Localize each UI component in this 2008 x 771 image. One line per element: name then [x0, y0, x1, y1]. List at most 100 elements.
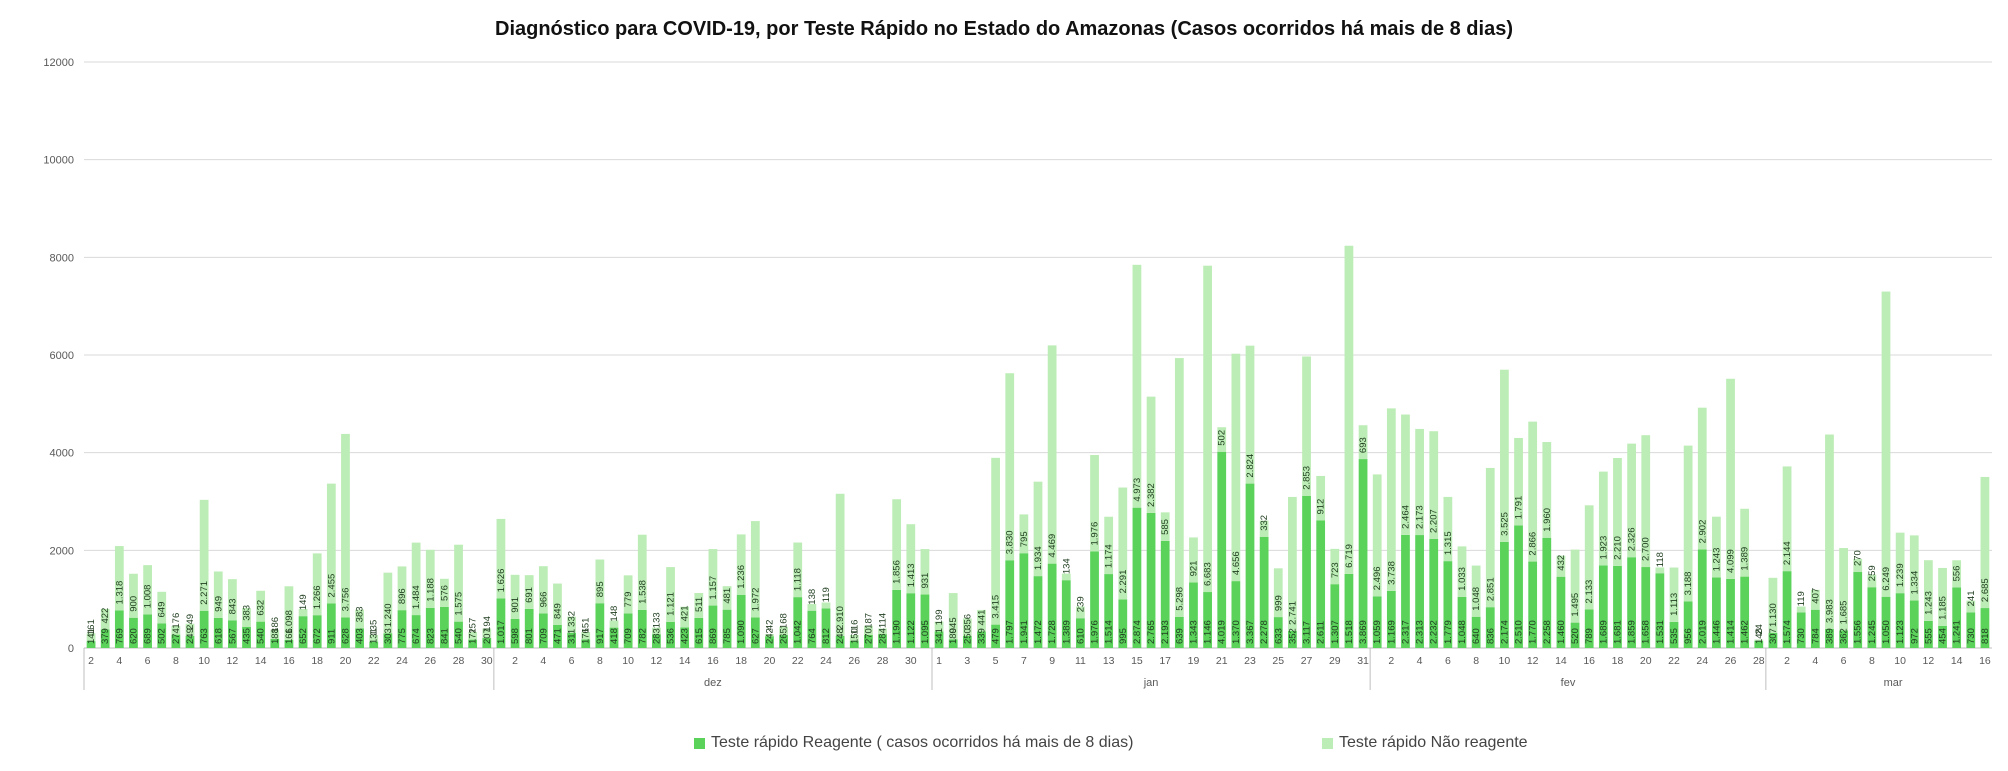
bar-reagente — [1203, 592, 1212, 648]
data-label-reagente: 502 — [157, 628, 168, 644]
bar-reagente — [708, 605, 718, 648]
data-label-reagente: 598 — [510, 628, 521, 644]
data-label-nao-reagente: 249 — [185, 614, 196, 630]
data-label-reagente: 1.518 — [1344, 620, 1355, 644]
bar-reagente — [962, 635, 972, 648]
data-label-nao-reagente: 2.173 — [1415, 505, 1426, 529]
bar-reagente — [86, 641, 96, 648]
data-label-reagente: 520 — [1570, 628, 1581, 644]
bar-reagente — [1768, 633, 1778, 648]
data-label-reagente: 250 — [962, 628, 973, 644]
bar-nao-reagente — [1556, 555, 1566, 577]
x-tick-label: 31 — [1357, 655, 1369, 667]
bar-reagente — [1754, 640, 1764, 648]
data-label-nao-reagente: 585 — [1160, 519, 1171, 535]
data-label-nao-reagente: 1.185 — [1938, 596, 1949, 620]
data-label-reagente: 423 — [680, 628, 691, 644]
data-label-reagente: 454 — [1938, 628, 1949, 644]
bar-nao-reagente — [199, 499, 209, 611]
x-tick-label: 4 — [1417, 655, 1423, 667]
bar-reagente — [1881, 596, 1891, 648]
bar-nao-reagente — [906, 524, 916, 594]
data-label-reagente: 1.770 — [1528, 620, 1539, 644]
data-label-reagente: 435 — [242, 628, 253, 644]
data-label-reagente: 1.976 — [1090, 620, 1101, 644]
bar-reagente — [595, 603, 605, 648]
bar-reagente — [1712, 577, 1721, 648]
bar-reagente — [326, 603, 336, 648]
data-label-reagente: 311 — [567, 629, 578, 644]
bar-reagente — [1556, 576, 1566, 648]
bar-nao-reagente — [1938, 567, 1947, 626]
data-label-nao-reagente: 199 — [934, 609, 945, 625]
data-label-reagente: 652 — [298, 628, 309, 644]
bar-nao-reagente — [1471, 565, 1481, 617]
data-label-nao-reagente: 270 — [1853, 550, 1864, 566]
bar-nao-reagente — [1768, 577, 1778, 634]
y-tick-label: 10000 — [43, 155, 74, 167]
bar-nao-reagente — [765, 634, 774, 637]
x-tick-label: 8 — [1473, 655, 1479, 667]
bar-reagente — [1909, 600, 1919, 648]
data-label-reagente: 769 — [114, 628, 125, 644]
bar-nao-reagente — [100, 608, 110, 630]
bar-reagente — [1514, 525, 1523, 648]
bar-reagente — [496, 598, 506, 648]
data-label-reagente: 150 — [849, 628, 860, 644]
data-label-nao-reagente: 1.315 — [1443, 531, 1454, 555]
data-label-reagente: 1.389 — [1061, 620, 1072, 644]
data-label-nao-reagente: 2.496 — [1372, 567, 1383, 591]
bar-nao-reagente — [341, 433, 350, 618]
data-label-reagente: 823 — [425, 628, 436, 644]
bar-nao-reagente — [1047, 345, 1057, 564]
bar-reagente — [779, 635, 788, 648]
data-label-reagente: 3.117 — [1302, 621, 1313, 644]
data-label-nao-reagente: 1.626 — [496, 569, 507, 593]
bar-reagente — [1259, 536, 1269, 648]
bar-reagente — [736, 594, 746, 648]
bar-nao-reagente — [454, 544, 463, 622]
data-label-reagente: 172 — [468, 628, 479, 644]
bar-nao-reagente — [1584, 505, 1594, 610]
bar-nao-reagente — [157, 591, 167, 624]
x-tick-label: 4 — [116, 655, 122, 667]
bar-nao-reagente — [1980, 476, 1990, 609]
bar-reagente — [977, 631, 986, 648]
month-label: fev — [1561, 677, 1576, 689]
bar-nao-reagente — [694, 593, 704, 618]
bar-reagente — [934, 631, 944, 648]
bar-reagente — [1189, 582, 1198, 648]
chart-title: Diagnóstico para COVID-19, por Teste Ráp… — [495, 18, 1513, 40]
data-label-reagente: 1.797 — [1005, 620, 1016, 644]
bar-nao-reagente — [468, 631, 478, 640]
data-label-reagente: 1.414 — [1726, 620, 1737, 644]
bar-reagente — [637, 609, 647, 648]
bar-reagente — [1980, 608, 1990, 648]
data-label-nao-reagente: 1.121 — [666, 592, 677, 616]
data-label-nao-reagente: 332 — [1259, 515, 1270, 531]
bar-nao-reagente — [1712, 516, 1721, 578]
bar-nao-reagente — [595, 559, 605, 604]
x-tick-label: 12 — [651, 655, 663, 667]
data-label-reagente: 1.370 — [1231, 620, 1242, 644]
data-label-reagente: 972 — [1909, 628, 1920, 644]
x-tick-label: 28 — [877, 655, 889, 667]
data-label-reagente: 1.531 — [1655, 620, 1666, 644]
data-label-reagente: 1.859 — [1627, 620, 1638, 644]
data-label-reagente: 775 — [397, 628, 408, 644]
data-label-nao-reagente: 4.973 — [1132, 478, 1143, 502]
chart-legend: Teste rápido Reagente ( casos ocorridos … — [0, 734, 2008, 762]
data-label-nao-reagente: 1.972 — [750, 588, 761, 612]
data-label-nao-reagente: 3.738 — [1386, 561, 1397, 585]
x-tick-label: 15 — [1131, 655, 1143, 667]
data-label-reagente: 1.514 — [1104, 620, 1115, 644]
data-label-reagente: 555 — [1923, 628, 1934, 644]
bar-reagente — [1372, 596, 1382, 648]
x-tick-label: 14 — [1555, 655, 1567, 667]
x-tick-label: 20 — [340, 655, 352, 667]
data-label-reagente: 207 — [482, 628, 493, 644]
bar-nao-reagente — [1415, 428, 1424, 536]
data-label-reagente: 628 — [340, 628, 351, 644]
bar-reagente — [1457, 596, 1467, 648]
bar-reagente — [609, 627, 619, 648]
